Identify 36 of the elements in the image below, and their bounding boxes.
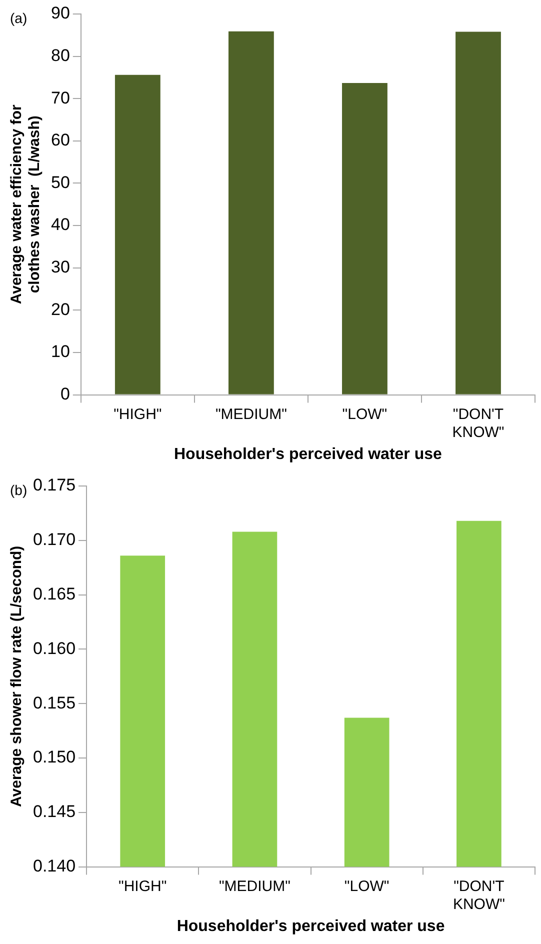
y-tick-label: 80 [50,46,70,65]
bar [342,82,388,394]
x-tick-label: "MEDIUM" [215,406,287,423]
y-tick-label: 0.145 [32,802,76,822]
x-tick-label: "MEDIUM" [218,878,290,895]
x-tick-label: "LOW" [342,406,388,423]
y-tick-label: 50 [50,172,70,192]
x-axis-title: Householder's perceived water use [174,446,442,463]
y-tick-label: 0.165 [32,584,76,604]
y-tick-label: 30 [50,258,70,277]
x-tick-label: "HIGH" [114,406,162,423]
y-tick-label: 0.160 [32,638,76,658]
y-tick-label: 0.140 [32,856,76,876]
y-tick-label: 0.150 [32,748,76,767]
y-tick-label: 20 [50,300,70,319]
bar [456,32,501,394]
y-tick-label: 0 [60,384,70,404]
text: (b) [10,482,28,498]
y-tick-label: 0.155 [32,693,76,712]
y-tick-label: 0.175 [32,476,76,495]
y-tick-label: 90 [50,4,70,23]
y-axis-title: Average water efficiency for clothes washer (L/wash) [8,104,44,304]
x-tick-label: "DON'T KNOW" [452,878,505,913]
text: (a) [10,10,28,26]
y-axis-title: Average shower flow rate (L/second) [8,546,26,807]
y-tick-label: 40 [50,215,70,234]
x-tick-label: "HIGH" [118,878,167,895]
x-tick-label: "DON'T KNOW" [452,406,504,441]
y-tick-label: 60 [50,130,70,150]
x-axis-title: Householder's perceived water use [176,918,445,935]
y-tick-label: 0.170 [32,530,76,550]
y-tick-label: 70 [50,88,70,108]
x-tick-label: "LOW" [344,878,390,895]
bar [114,74,160,394]
bar [228,31,274,394]
y-tick-label: 10 [50,342,70,362]
